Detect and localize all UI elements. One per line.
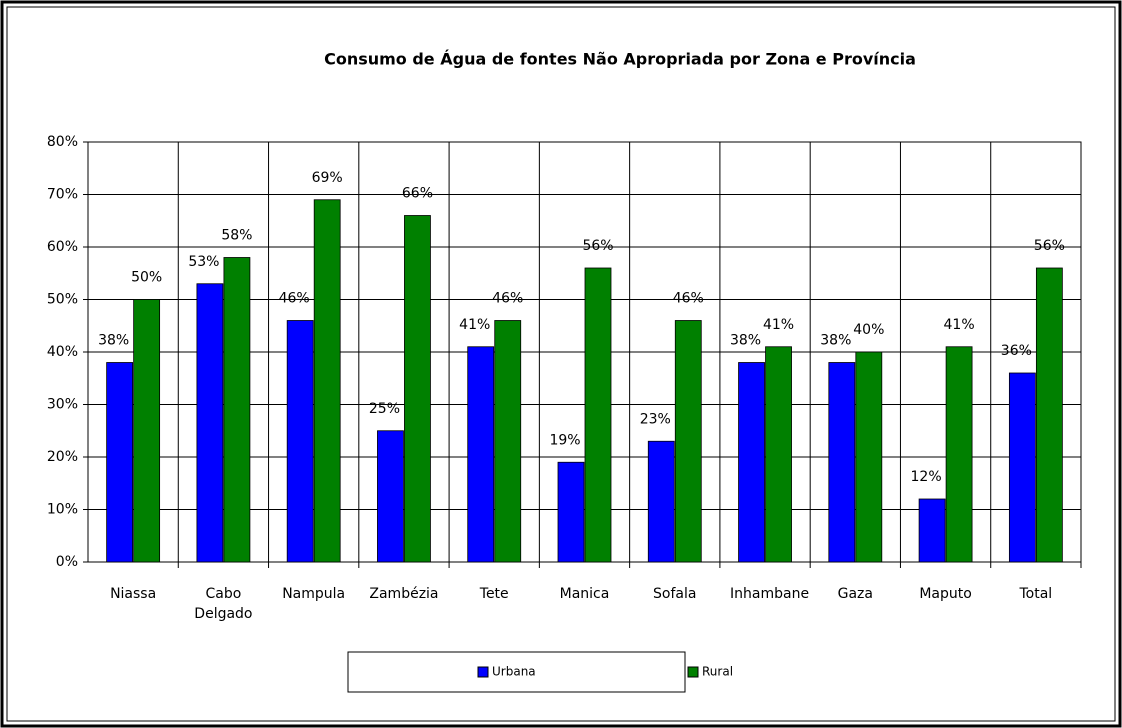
value-label: 56% xyxy=(1034,238,1065,254)
bar xyxy=(133,299,161,563)
value-label: 50% xyxy=(131,270,162,286)
bar xyxy=(223,257,251,563)
value-label: 66% xyxy=(402,186,433,202)
value-label: 41% xyxy=(944,317,975,333)
y-tick-label: 70% xyxy=(47,187,78,203)
bar xyxy=(196,283,224,563)
legend-label: Urbana xyxy=(492,665,536,679)
bar xyxy=(313,199,341,563)
bar xyxy=(494,320,522,563)
bar xyxy=(404,215,431,563)
value-label: 46% xyxy=(492,291,523,307)
x-tick-label: Inhambane xyxy=(730,586,810,602)
bar xyxy=(738,362,765,563)
bar xyxy=(377,430,404,563)
bar xyxy=(106,362,134,563)
x-tick-label: Zambézia xyxy=(369,586,439,602)
value-label: 12% xyxy=(911,469,942,485)
bar xyxy=(647,440,675,563)
x-tick-label: Cabo Delgado xyxy=(194,586,253,622)
bar xyxy=(765,346,792,563)
x-tick-label: Niassa xyxy=(110,586,157,602)
value-label: 46% xyxy=(279,291,310,307)
value-label: 38% xyxy=(730,333,761,349)
value-label: 38% xyxy=(820,333,851,349)
value-label: 23% xyxy=(640,411,671,427)
x-tick-label: Gaza xyxy=(837,586,873,602)
chart-title: Consumo de Água de fontes Não Apropriada… xyxy=(324,50,916,69)
bar xyxy=(286,320,314,563)
legend-label: Rural xyxy=(702,665,733,679)
x-tick-label: Maputo xyxy=(919,586,972,602)
bar xyxy=(828,362,856,563)
value-label: 38% xyxy=(98,333,129,349)
x-tick-label: Total xyxy=(1019,586,1053,602)
x-tick-label: Nampula xyxy=(282,586,346,602)
y-tick-label: 10% xyxy=(47,502,78,518)
y-tick-label: 80% xyxy=(47,134,78,150)
value-label: 46% xyxy=(673,291,704,307)
x-tick-label: Tete xyxy=(479,586,509,602)
y-tick-label: 40% xyxy=(47,344,78,360)
bar xyxy=(945,346,973,563)
bar xyxy=(674,320,702,563)
bar xyxy=(467,346,495,563)
x-tick-label: Manica xyxy=(559,586,610,602)
y-tick-label: 50% xyxy=(47,292,78,308)
value-label: 25% xyxy=(369,401,400,417)
value-label: 36% xyxy=(1001,343,1032,359)
y-tick-label: 20% xyxy=(47,449,78,465)
legend-swatch xyxy=(687,666,699,678)
inner-border xyxy=(6,6,1116,722)
bar xyxy=(1035,267,1063,563)
value-label: 19% xyxy=(549,432,580,448)
legend-box xyxy=(347,651,686,693)
value-label: 58% xyxy=(221,228,252,244)
x-tick-label: Sofala xyxy=(653,586,697,602)
value-label: 69% xyxy=(312,170,343,186)
value-label: 41% xyxy=(459,317,490,333)
plot-frame xyxy=(87,141,1082,563)
y-tick-label: 60% xyxy=(47,239,78,255)
legend-swatch xyxy=(477,666,489,678)
bar xyxy=(557,461,585,563)
bar xyxy=(855,351,883,563)
value-label: 40% xyxy=(853,322,884,338)
value-label: 56% xyxy=(582,238,613,254)
y-tick-label: 30% xyxy=(47,397,78,413)
bar xyxy=(918,498,946,563)
bar xyxy=(584,267,612,563)
y-tick-label: 0% xyxy=(56,554,78,570)
bar xyxy=(1008,372,1036,563)
value-label: 53% xyxy=(188,254,219,270)
value-label: 41% xyxy=(763,317,794,333)
